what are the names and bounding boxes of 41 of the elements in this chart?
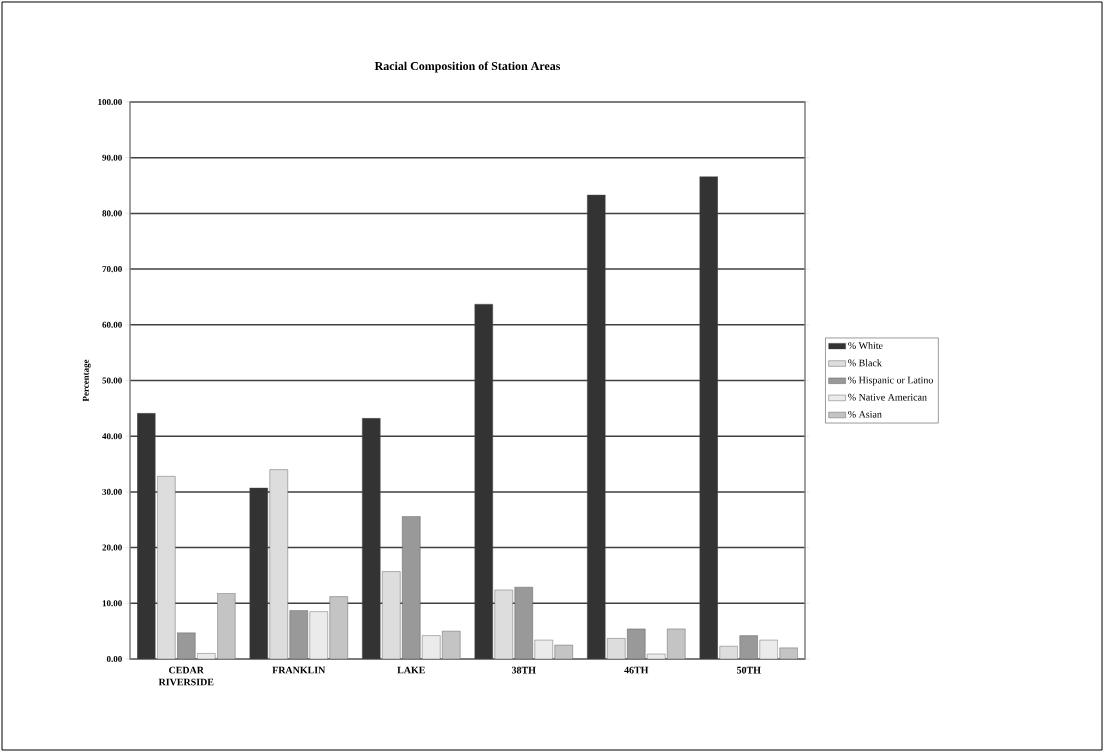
x-tick-label: 38TH (511, 666, 536, 674)
y-tick-label: 70.00 (102, 266, 122, 273)
bar (137, 413, 156, 659)
x-tick-label: 50TH (736, 666, 761, 674)
bar (249, 488, 268, 659)
x-tick-label: 46TH (624, 666, 649, 674)
y-tick-label: 80.00 (102, 210, 122, 217)
bar (177, 632, 196, 659)
bar (699, 176, 718, 659)
bar (329, 596, 348, 659)
bar (309, 611, 328, 659)
bar (587, 195, 606, 659)
y-axis-title: Percentage (82, 359, 91, 402)
bar (382, 571, 401, 659)
x-tick-label: FRANKLIN (272, 666, 326, 674)
legend-label: % Black (848, 359, 882, 367)
bar (514, 587, 533, 659)
y-tick-label: 10.00 (102, 600, 122, 607)
x-tick-label: LAKE (397, 666, 425, 674)
y-tick-label: 90.00 (102, 154, 122, 161)
legend-label: % Native American (848, 393, 927, 401)
y-tick-label: 50.00 (102, 377, 122, 384)
x-tick-label: CEDAR RIVERSIDE (158, 666, 214, 686)
y-tick-label: 60.00 (102, 321, 122, 328)
bar (269, 469, 288, 659)
bar (217, 593, 236, 659)
bar (474, 304, 493, 659)
legend-label: % Asian (848, 410, 882, 418)
bar (402, 516, 421, 659)
y-tick-label: 0.00 (106, 655, 122, 663)
bar (157, 476, 176, 659)
bar (494, 589, 513, 659)
chart-title: Racial Composition of Station Areas (374, 61, 561, 73)
legend-label: % White (848, 341, 883, 350)
y-tick-label: 30.00 (102, 488, 122, 495)
y-tick-label: 40.00 (102, 433, 122, 440)
y-tick-label: 100.00 (98, 98, 122, 106)
bar (362, 418, 381, 659)
legend-label: % Hispanic or Latino (848, 376, 933, 386)
y-tick-label: 20.00 (102, 544, 122, 551)
bar (289, 610, 308, 659)
